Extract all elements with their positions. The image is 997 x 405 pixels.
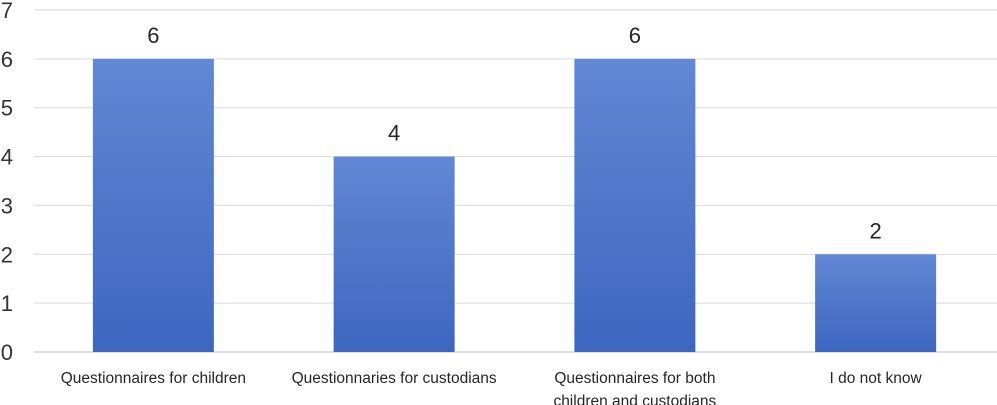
bar (574, 58, 696, 352)
y-tick-label: 1 (1, 291, 13, 316)
bar (815, 254, 937, 352)
x-axis-category-labels: Questionnaires for children Questionnarie… (61, 370, 923, 405)
y-axis-tick-labels: 0 1 2 3 4 5 6 7 (1, 0, 13, 365)
data-label: 6 (147, 23, 159, 48)
y-tick-label: 5 (1, 96, 13, 121)
y-tick-label: 0 (1, 340, 13, 365)
category-label: Questionnaries for custodians (292, 370, 497, 387)
category-label: I do not know (830, 370, 923, 387)
y-tick-label: 7 (1, 0, 13, 23)
category-label: children and custodians (553, 393, 716, 405)
category-label: Questionnaires for both (554, 370, 715, 387)
data-label: 4 (388, 121, 400, 146)
y-tick-label: 6 (1, 47, 13, 72)
category-label: Questionnaires for children (61, 370, 246, 387)
data-label: 6 (629, 23, 641, 48)
y-tick-label: 4 (1, 145, 13, 170)
bars (92, 58, 937, 352)
data-label: 2 (870, 218, 882, 243)
y-tick-label: 3 (1, 193, 13, 218)
data-labels: 6 4 6 2 (147, 23, 882, 243)
bar (92, 58, 214, 352)
y-tick-label: 2 (1, 242, 13, 267)
bar (333, 156, 455, 352)
